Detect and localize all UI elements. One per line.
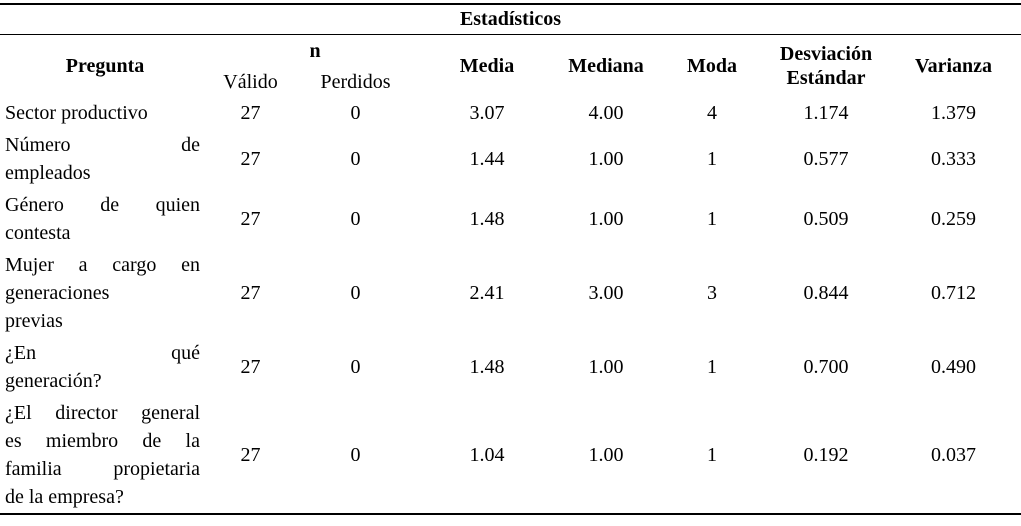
table-row: Sector productivo 27 0 3.07 4.00 4 1.174… xyxy=(0,97,1021,129)
cell-moda: 3 xyxy=(707,281,717,304)
question-line: Sector productivo xyxy=(5,101,148,124)
cell-desviacion-estandar: 0.844 xyxy=(803,281,849,304)
column-header-pregunta: Pregunta xyxy=(65,54,145,77)
question-line: contesta xyxy=(5,221,71,244)
question-line: empleados xyxy=(5,161,91,184)
question-cell: ¿En qué generación? xyxy=(0,337,210,397)
column-header-n: n xyxy=(309,39,321,62)
cell-media: 1.04 xyxy=(420,396,554,515)
cell-varianza: 1.379 xyxy=(931,101,976,124)
question-line: Género de quien xyxy=(5,193,200,216)
table-row: Género de quien contesta 27 0 1.48 1.00 1… xyxy=(0,189,1021,249)
cell-valido: 27 xyxy=(210,396,291,515)
cell-varianza: 0.333 xyxy=(931,147,976,170)
cell-mediana: 1.00 xyxy=(588,207,624,230)
table-row: ¿En qué generación? 27 0 1.48 1.00 1 0.70… xyxy=(0,337,1021,397)
cell-perdidos: 0 xyxy=(291,396,420,515)
table-row: Número de empleados 27 0 1.44 1.00 1 0.57… xyxy=(0,129,1021,189)
question-cell: Número de empleados xyxy=(0,129,210,189)
cell-perdidos: 0 xyxy=(350,355,361,378)
cell-perdidos: 0 xyxy=(350,207,361,230)
cell-moda: 1 xyxy=(707,207,717,230)
column-header-varianza: Varianza xyxy=(914,54,993,77)
cell-varianza: 0.037 xyxy=(886,396,1021,515)
column-subheader-valido: Válido xyxy=(223,70,278,93)
cell-media: 2.41 xyxy=(469,281,505,304)
cell-media: 3.07 xyxy=(469,101,505,124)
column-header-desviacion-estandar: Desviación Estándar xyxy=(779,42,873,89)
cell-mediana: 1.00 xyxy=(588,355,624,378)
cell-mediana: 1.00 xyxy=(554,396,658,515)
cell-perdidos: 0 xyxy=(350,281,361,304)
cell-valido: 27 xyxy=(240,281,261,304)
column-header-mediana: Mediana xyxy=(568,54,644,77)
cell-moda: 4 xyxy=(707,101,717,124)
cell-mediana: 3.00 xyxy=(588,281,624,304)
column-subheader-perdidos: Perdidos xyxy=(320,70,391,93)
question-line: ¿El director general xyxy=(5,401,200,424)
cell-perdidos: 0 xyxy=(350,147,361,170)
cell-varianza: 0.259 xyxy=(931,207,976,230)
question-line: familia propietaria xyxy=(5,457,200,480)
cell-varianza: 0.712 xyxy=(931,281,976,304)
statistics-table: Estadísticos Pregunta n Media Mediana Mo… xyxy=(0,3,1021,515)
question-line: generaciones xyxy=(5,281,110,304)
column-header-media: Media xyxy=(459,54,515,77)
question-line: previas xyxy=(5,309,63,332)
cell-valido: 27 xyxy=(240,355,261,378)
table-subheader-row: Válido Perdidos xyxy=(0,67,1021,97)
cell-perdidos: 0 xyxy=(350,101,361,124)
cell-moda: 1 xyxy=(658,396,766,515)
cell-mediana: 1.00 xyxy=(588,147,624,170)
cell-valido: 27 xyxy=(240,147,261,170)
cell-varianza: 0.490 xyxy=(931,355,976,378)
column-header-moda: Moda xyxy=(687,54,737,77)
cell-media: 1.44 xyxy=(469,147,505,170)
question-line: es miembro de la xyxy=(5,429,200,452)
cell-desviacion-estandar: 0.577 xyxy=(803,147,849,170)
cell-mediana: 4.00 xyxy=(588,101,624,124)
question-cell: ¿El director general es miembro de la fami… xyxy=(0,396,210,515)
cell-valido: 27 xyxy=(240,207,261,230)
question-line: Número de xyxy=(5,133,200,156)
table-title-row: Estadísticos xyxy=(0,3,1021,35)
cell-media: 1.48 xyxy=(469,355,505,378)
question-cell: Sector productivo xyxy=(0,97,210,129)
table-title: Estadísticos xyxy=(0,3,1021,35)
question-line: ¿En qué xyxy=(5,341,200,364)
cell-desviacion-estandar: 0.192 xyxy=(766,396,886,515)
cell-desviacion-estandar: 1.174 xyxy=(803,101,849,124)
cell-media: 1.48 xyxy=(469,207,505,230)
question-cell: Género de quien contesta xyxy=(0,189,210,249)
question-line: Mujer a cargo en xyxy=(5,253,200,276)
table-row: Mujer a cargo en generaciones previas 27 0… xyxy=(0,249,1021,337)
question-cell: Mujer a cargo en generaciones previas xyxy=(0,249,210,337)
question-line: de la empresa? xyxy=(5,485,124,508)
cell-desviacion-estandar: 0.509 xyxy=(803,207,849,230)
cell-moda: 1 xyxy=(707,355,717,378)
cell-valido: 27 xyxy=(240,101,261,124)
cell-moda: 1 xyxy=(707,147,717,170)
table-row: ¿El director general es miembro de la fami… xyxy=(0,396,1021,515)
table-body: Sector productivo 27 0 3.07 4.00 4 1.174… xyxy=(0,97,1021,515)
question-line: generación? xyxy=(5,369,102,392)
table-header-row: Pregunta n Media Mediana Moda Desviación… xyxy=(0,35,1021,89)
cell-desviacion-estandar: 0.700 xyxy=(803,355,849,378)
